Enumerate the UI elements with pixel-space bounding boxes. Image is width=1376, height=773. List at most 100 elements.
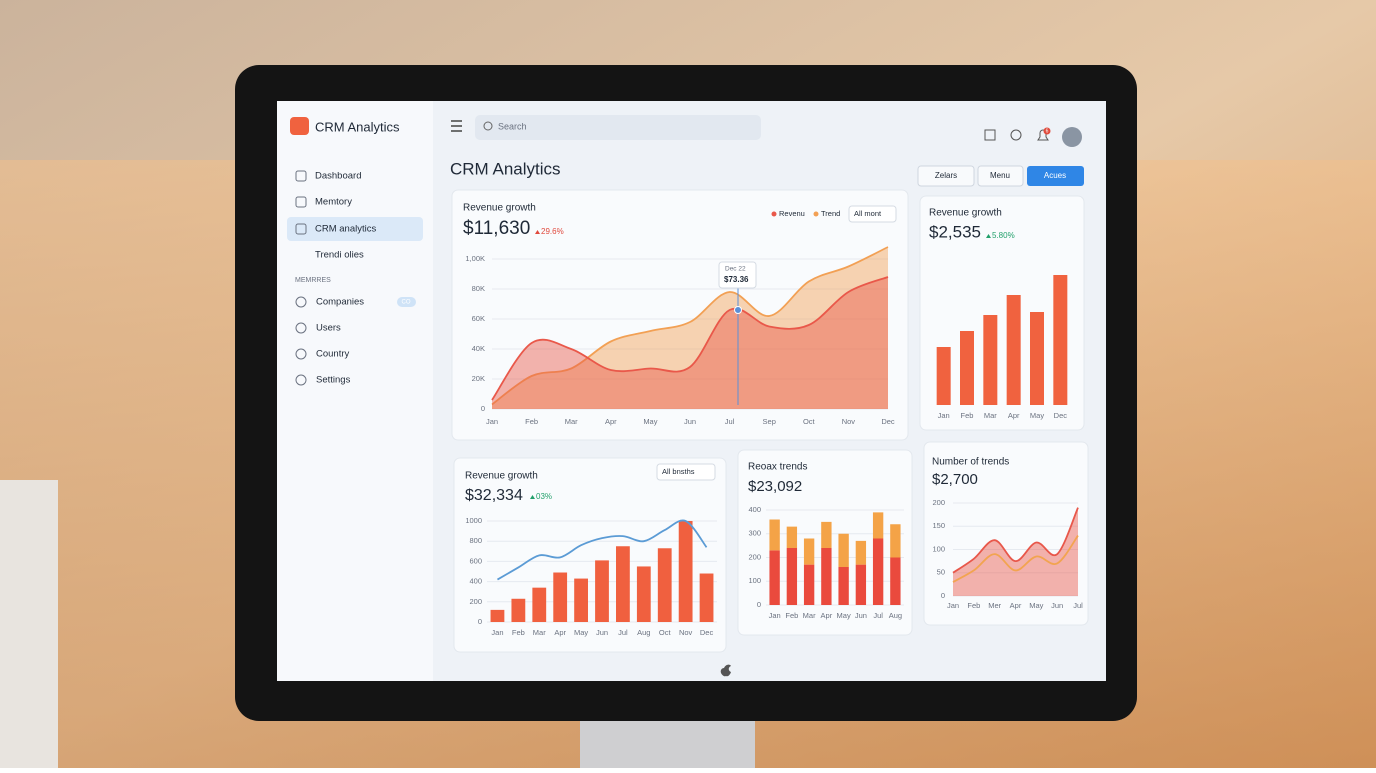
- y-tick-label: 100: [932, 544, 945, 553]
- bar: [699, 573, 714, 622]
- x-tick-label: Feb: [961, 411, 974, 420]
- x-tick-label: May: [1029, 601, 1043, 610]
- legend-dot: [771, 211, 777, 217]
- card-value: $2,700: [932, 471, 978, 488]
- icon-apps[interactable]: [984, 129, 996, 141]
- area: [492, 277, 888, 409]
- legend-dot: [813, 211, 819, 217]
- card-title: Reoax trends: [748, 462, 807, 473]
- y-tick-label: 0: [478, 617, 482, 626]
- bar: [490, 609, 505, 622]
- bar-segment: [855, 540, 867, 565]
- tooltip: [718, 261, 757, 289]
- card-change: 5.80%: [992, 231, 1015, 240]
- card-title: Number of trends: [932, 457, 1009, 468]
- button-label: Acues: [1044, 171, 1066, 180]
- y-tick-label: 80K: [472, 284, 485, 293]
- card-title: Revenue growth: [463, 203, 536, 214]
- x-tick-label: Sep: [763, 417, 776, 426]
- bar-segment: [838, 533, 849, 567]
- dropdown-label: All mont: [854, 209, 882, 218]
- search-box[interactable]: [475, 115, 761, 140]
- x-tick-label: Jul: [1073, 601, 1083, 610]
- bar: [574, 578, 588, 622]
- y-tick-label: 600: [469, 556, 482, 565]
- x-tick-label: Feb: [525, 417, 538, 426]
- bar: [511, 598, 526, 622]
- change-arrow: [986, 234, 991, 238]
- bar-segment: [821, 521, 832, 548]
- avatar[interactable]: [1062, 127, 1082, 147]
- y-tick-label: 100: [748, 576, 761, 585]
- x-tick-label: Mar: [803, 611, 816, 620]
- line: [952, 535, 1079, 583]
- page-title: CRM Analytics: [450, 159, 561, 178]
- button[interactable]: [917, 165, 975, 187]
- x-tick-label: Apr: [554, 628, 566, 637]
- badge: [397, 297, 416, 307]
- nav-icon: [295, 374, 307, 386]
- nav-icon: [295, 170, 307, 182]
- y-tick-label: 20K: [472, 374, 485, 383]
- bar-segment: [786, 526, 798, 548]
- y-tick-label: 1,00K: [465, 254, 485, 263]
- y-tick-label: 200: [932, 498, 945, 507]
- x-tick-label: Jun: [855, 611, 867, 620]
- bar-segment: [838, 567, 849, 605]
- nav-item[interactable]: Trendi olies: [315, 250, 364, 261]
- y-tick-label: 200: [469, 597, 482, 606]
- bar-segment: [872, 538, 884, 605]
- bar: [553, 572, 568, 622]
- dropdown[interactable]: [656, 463, 716, 481]
- x-tick-label: Feb: [785, 611, 798, 620]
- change-arrow: [530, 495, 535, 499]
- nav-icon: [295, 223, 307, 235]
- nav-active: [287, 217, 423, 241]
- legend-label: Trend: [821, 209, 840, 218]
- bar: [532, 587, 547, 622]
- bar-segment: [890, 524, 901, 558]
- nav-icon: [295, 348, 307, 360]
- bar-segment: [855, 564, 867, 605]
- card-value: $2,535: [929, 222, 981, 241]
- nav-item[interactable]: Memtory: [315, 197, 352, 208]
- bar-segment: [769, 519, 780, 551]
- change-arrow: [535, 230, 540, 234]
- dropdown[interactable]: [848, 205, 897, 223]
- nav-item[interactable]: Users: [316, 323, 341, 334]
- nav-item[interactable]: Country: [316, 349, 350, 360]
- sidebar: [277, 101, 433, 681]
- bar-segment: [786, 548, 798, 605]
- nav-icon: [295, 296, 307, 308]
- x-tick-label: Dec: [1054, 411, 1068, 420]
- area: [492, 247, 888, 409]
- bar-segment: [803, 564, 815, 605]
- x-tick-label: Nov: [842, 417, 856, 426]
- x-tick-label: Jul: [873, 611, 883, 620]
- search-placeholder: Search: [498, 121, 527, 131]
- menu-icon[interactable]: [451, 120, 462, 132]
- card-value: $23,092: [748, 478, 802, 495]
- speaker: [0, 480, 58, 768]
- nav-icon: [295, 196, 307, 208]
- nav-item[interactable]: CRM analytics: [315, 224, 376, 235]
- x-tick-label: Jun: [1051, 601, 1063, 610]
- nav-item[interactable]: Settings: [316, 375, 351, 386]
- nav-item[interactable]: Companies: [316, 297, 364, 308]
- bar-segment: [803, 538, 815, 565]
- x-tick-label: May: [643, 417, 657, 426]
- bar: [936, 347, 951, 405]
- card: [451, 189, 909, 441]
- card-value: $11,630: [463, 218, 530, 239]
- y-tick-label: 50: [937, 568, 945, 577]
- x-tick-label: Mar: [984, 411, 997, 420]
- icon-help[interactable]: [1010, 129, 1022, 141]
- y-tick-label: 150: [932, 521, 945, 530]
- x-tick-label: Apr: [821, 611, 833, 620]
- nav-item[interactable]: Dashboard: [315, 171, 361, 182]
- bar-segment: [872, 512, 884, 539]
- button[interactable]: [977, 165, 1024, 187]
- x-tick-label: Dec: [700, 628, 714, 637]
- button-primary[interactable]: [1027, 166, 1084, 186]
